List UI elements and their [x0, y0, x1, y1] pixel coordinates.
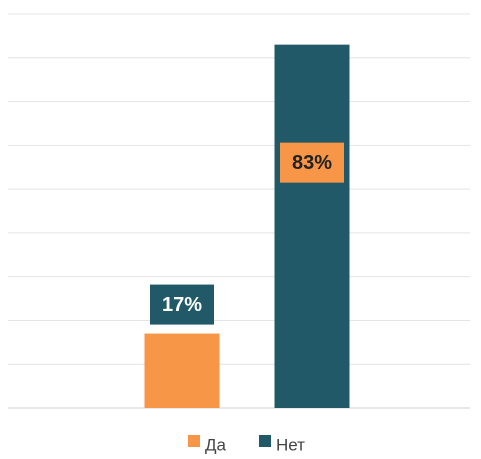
bar	[144, 333, 220, 408]
legend-swatch	[188, 435, 200, 447]
value-label: 17%	[162, 294, 202, 316]
bar	[274, 44, 350, 409]
value-label-box	[280, 142, 344, 183]
legend-swatch	[259, 435, 271, 447]
legend-label: Да	[205, 435, 227, 454]
value-label: 83%	[292, 152, 332, 174]
legend-label: Нет	[276, 435, 305, 454]
value-label-box	[150, 284, 214, 325]
